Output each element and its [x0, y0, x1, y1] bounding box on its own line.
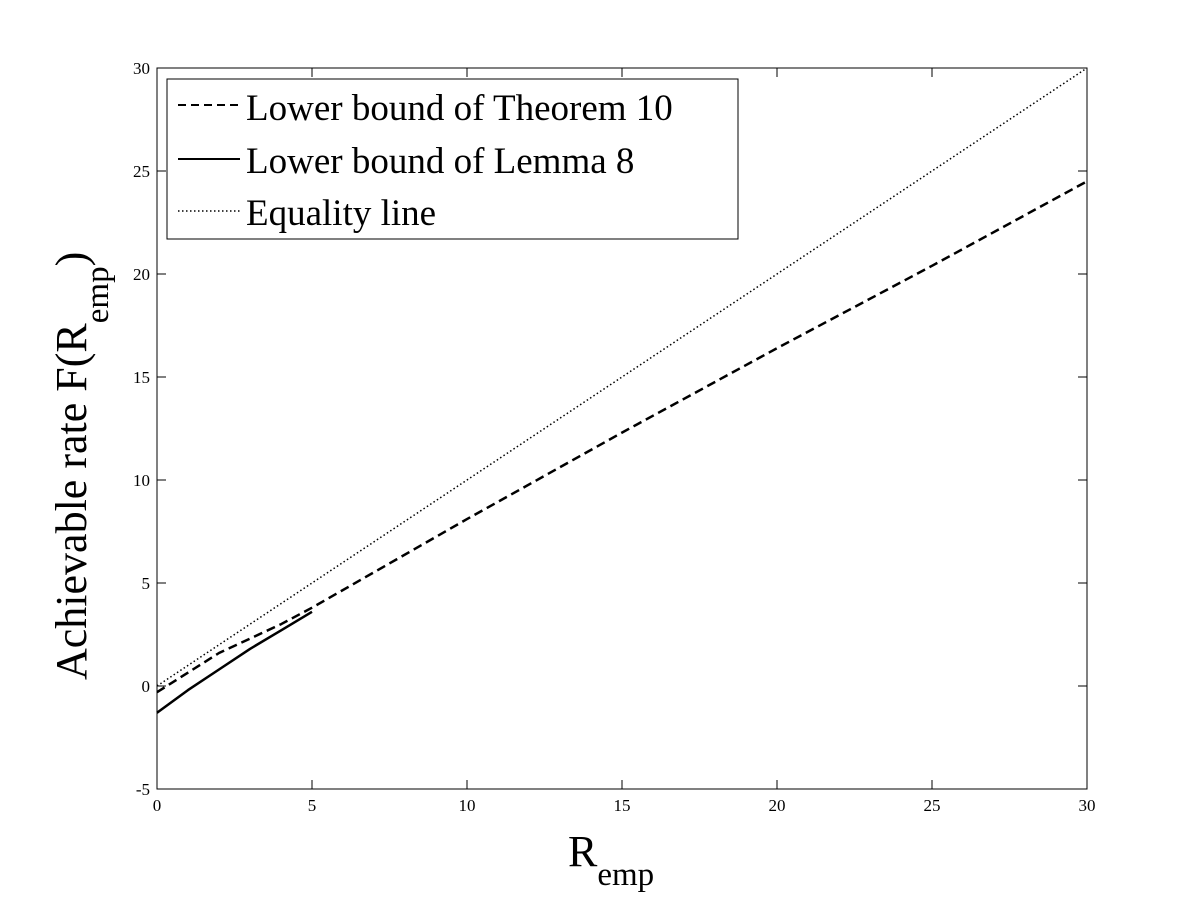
y-axis-title-end: )	[47, 252, 96, 267]
y-axis-title-sub: emp	[80, 266, 116, 323]
y-tick-label: 5	[142, 574, 151, 593]
y-tick-labels: -5 0 5 10 15 20 25 30	[133, 59, 150, 799]
series-line-lemma-8	[156, 610, 313, 714]
series-line-theorem-10	[156, 180, 1088, 694]
y-axis-title: Achievable rate F(Remp)	[47, 252, 116, 680]
x-tick-labels: 0 5 10 15 20 25 30	[153, 796, 1096, 815]
legend-label-lemma-8: Lower bound of Lemma 8	[246, 141, 634, 182]
x-tick-label: 15	[614, 796, 631, 815]
x-axis-title-sub: emp	[597, 857, 654, 893]
y-tick-label: 20	[133, 265, 150, 284]
y-tick-label: 30	[133, 59, 150, 78]
x-tick-label: 25	[924, 796, 941, 815]
y-tick-label: 25	[133, 162, 150, 181]
x-tick-label: 5	[308, 796, 317, 815]
x-axis-title-main: R	[568, 827, 598, 876]
legend-label-theorem-10: Lower bound of Theorem 10	[246, 88, 673, 129]
legend: Lower bound of Theorem 10 Lower bound of…	[166, 78, 739, 240]
y-tick-label: 0	[142, 677, 151, 696]
series-lines	[156, 67, 1088, 714]
x-tick-label: 20	[769, 796, 786, 815]
tick-marks	[156, 67, 1088, 790]
legend-label-equality: Equality line	[246, 193, 436, 234]
x-axis-title: Remp	[568, 827, 654, 893]
y-tick-label: 10	[133, 471, 150, 490]
x-tick-label: 10	[459, 796, 476, 815]
y-tick-label: -5	[136, 780, 150, 799]
legend-box	[166, 78, 739, 240]
y-tick-label: 15	[133, 368, 150, 387]
y-axis-title-main: Achievable rate F(R	[47, 323, 96, 680]
x-tick-label: 0	[153, 796, 162, 815]
x-tick-label: 30	[1079, 796, 1096, 815]
